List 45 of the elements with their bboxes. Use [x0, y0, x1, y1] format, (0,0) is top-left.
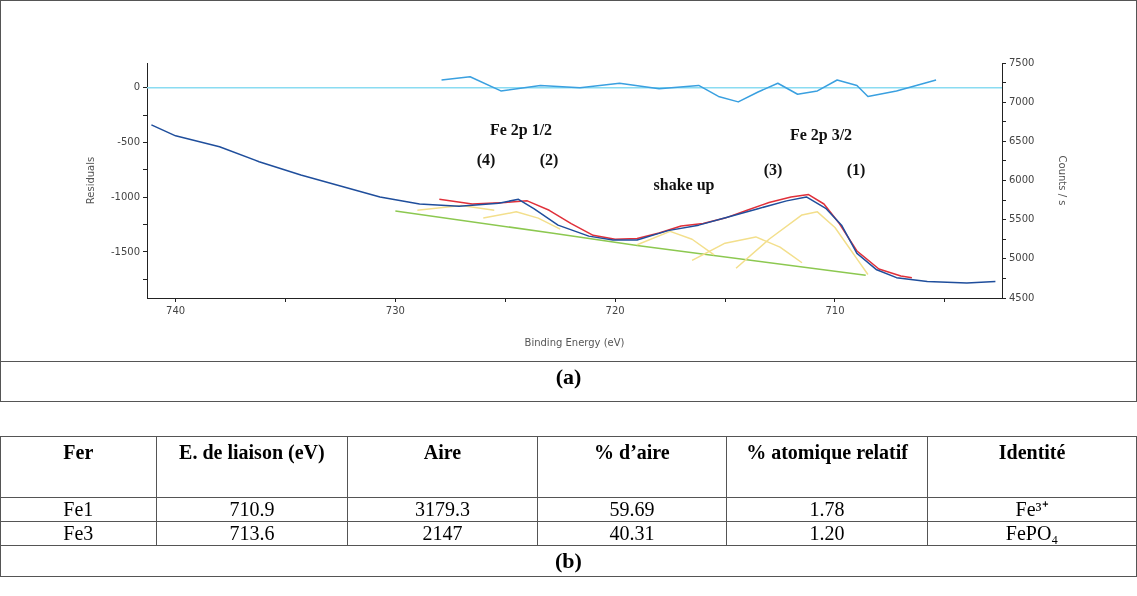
annotation: (2): [539, 151, 559, 170]
y2-tick-label: 7500: [1009, 56, 1035, 68]
y2-tick-label: 7000: [1009, 95, 1035, 107]
y-tick-label: -1000: [110, 190, 140, 202]
text: 59.69: [609, 498, 655, 520]
text: Fe³⁺: [1015, 498, 1049, 520]
annotation: shake up: [653, 176, 715, 195]
y2-tick-label: 5000: [1009, 252, 1035, 264]
text: Fe1: [63, 498, 94, 520]
y2-axis-title: Counts / s: [1057, 155, 1069, 206]
text: 713.6: [229, 522, 275, 544]
y2-tick-label: 4500: [1009, 291, 1035, 303]
text: 1.20: [809, 522, 845, 544]
y2-tick-label: 6500: [1009, 134, 1035, 146]
annotation: Fe 2p 1/2: [489, 121, 553, 140]
category-label: Fer: [0, 436, 157, 498]
y-tick-label: -500: [117, 136, 140, 148]
y2-tick-label: 5500: [1009, 213, 1035, 225]
text: (b): [0, 546, 1137, 577]
y-tick-label: -1500: [110, 245, 140, 257]
text: 40.31: [609, 522, 655, 544]
annotation: (1): [846, 161, 866, 180]
text: Fe3: [63, 522, 94, 544]
text: 710.9: [229, 498, 275, 520]
x-tick-label: 720: [605, 304, 625, 316]
x-tick-label: 730: [385, 304, 405, 316]
y-tick-label: 0: [133, 81, 140, 93]
annotation: (4): [476, 151, 496, 170]
text: (a): [1, 361, 1136, 392]
x-tick-label: 710: [825, 304, 845, 316]
x-axis-title: Binding Energy (eV): [524, 336, 625, 348]
category-label: Identité: [927, 436, 1137, 498]
y-axis-title: Residuals: [84, 156, 96, 205]
text: FePO₄: [1005, 522, 1059, 544]
category-label: E. de liaison (eV): [156, 436, 348, 498]
category-label: % atomique relatif: [726, 436, 928, 498]
annotation: Fe 2p 3/2: [789, 126, 853, 145]
x-tick-label: 740: [166, 304, 186, 316]
category-label: % d’aire: [537, 436, 727, 498]
y2-tick-label: 6000: [1009, 174, 1035, 186]
text: 3179.3: [414, 498, 470, 520]
text: 1.78: [809, 498, 845, 520]
annotation: (3): [763, 161, 783, 180]
text: 2147: [422, 522, 463, 544]
category-label: Aire: [347, 436, 538, 498]
